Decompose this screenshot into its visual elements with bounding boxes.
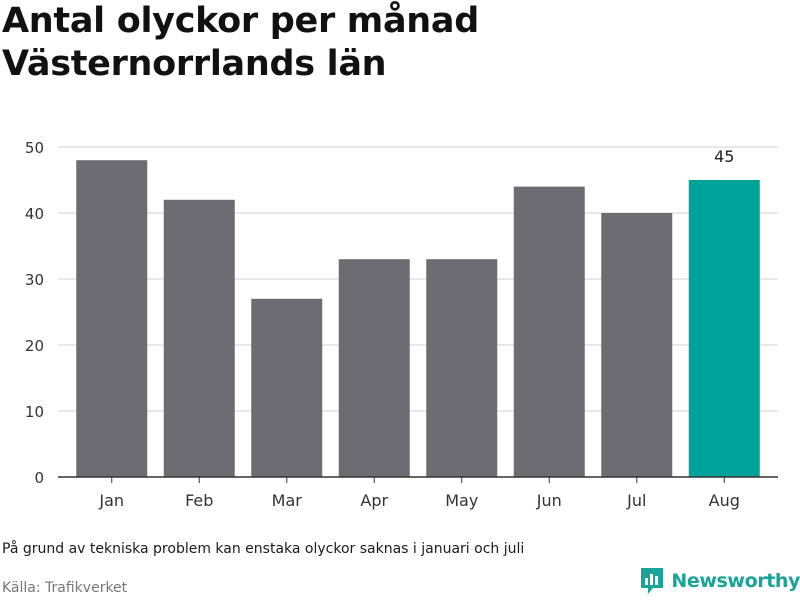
chart-title: Antal olyckor per månad Västernorrlands …	[2, 1, 479, 84]
y-tick-label: 30	[25, 271, 44, 289]
source-credit: Källa: Trafikverket	[2, 580, 128, 596]
bars	[76, 160, 760, 478]
chart-note: På grund av tekniska problem kan enstaka…	[2, 541, 525, 557]
bar	[601, 213, 673, 477]
data-labels: 45	[714, 147, 734, 166]
newsworthy-logo-icon	[641, 568, 664, 594]
y-tick-label: 10	[25, 403, 44, 421]
data-label: 45	[714, 147, 734, 166]
x-tick-label: May	[445, 491, 478, 510]
x-tick-label: Feb	[185, 491, 213, 510]
y-tick-label: 50	[25, 139, 44, 157]
x-tick-label: Mar	[272, 491, 303, 510]
y-axis-ticks: 0 10 20 30 40 50	[25, 139, 44, 487]
bar-chart: 0 10 20 30 40 50 Jan Feb Mar Apr May Jun Jul Aug 45	[25, 139, 778, 510]
x-axis-ticks: Jan Feb Mar Apr May Jun Jul Aug	[58, 476, 778, 510]
bar	[251, 298, 323, 477]
bar	[688, 180, 760, 477]
x-tick-label: Jul	[626, 491, 646, 510]
y-tick-label: 20	[25, 337, 44, 355]
bar	[163, 199, 235, 478]
x-tick-label: Apr	[360, 491, 388, 510]
bar	[513, 186, 585, 477]
bar	[338, 259, 410, 477]
x-tick-label: Aug	[709, 491, 740, 510]
x-tick-label: Jun	[536, 491, 562, 510]
bar	[426, 259, 498, 477]
bar	[76, 160, 148, 477]
x-tick-label: Jan	[98, 491, 124, 510]
y-tick-label: 40	[25, 205, 44, 223]
y-tick-label: 0	[34, 469, 44, 487]
newsworthy-logo: Newsworthy	[639, 566, 800, 596]
brand-name: Newsworthy	[671, 570, 800, 592]
